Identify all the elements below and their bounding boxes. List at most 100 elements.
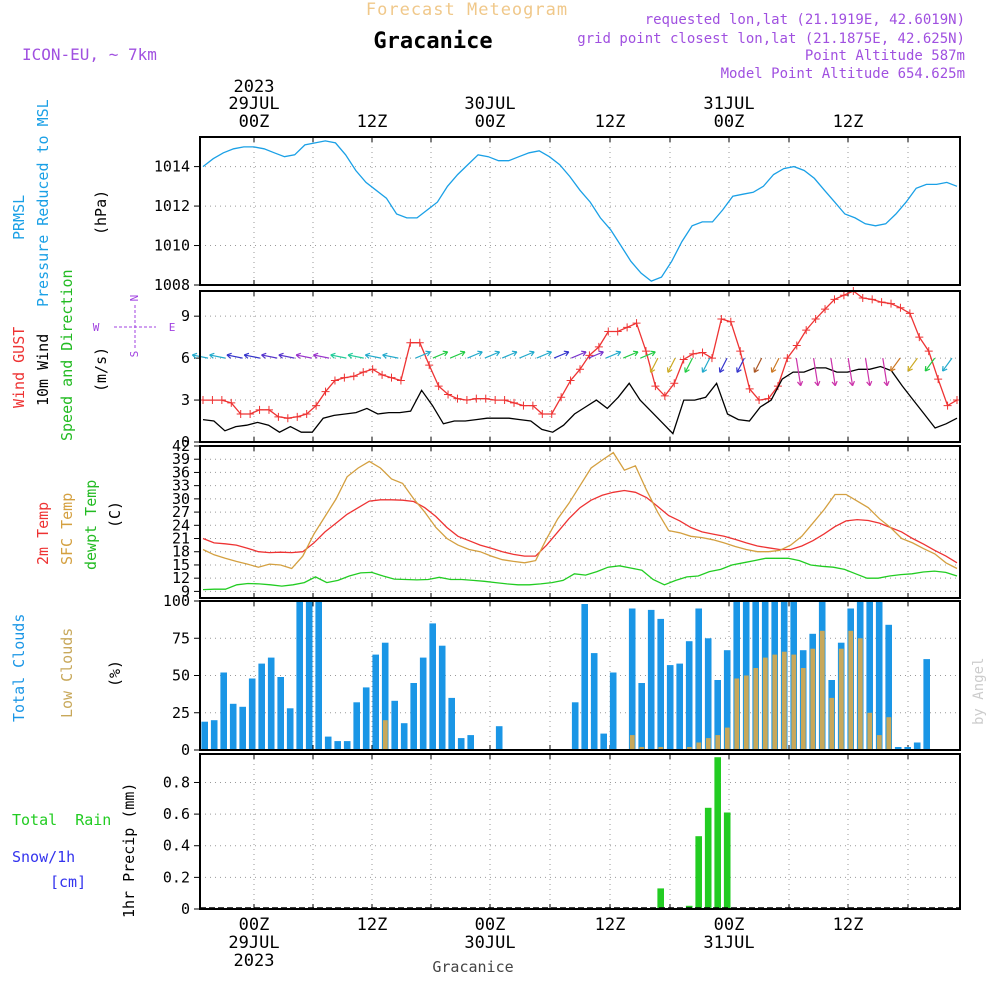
bar-1hr-precip (657, 888, 664, 909)
gust-point (227, 398, 236, 407)
wind-arrow-head (209, 352, 215, 359)
gust-point (698, 348, 707, 357)
gust-point (745, 384, 754, 393)
gust-point (283, 414, 292, 423)
gust-point (641, 347, 650, 356)
series-2m-temp (202, 489, 958, 564)
bar-total-clouds (201, 721, 208, 750)
wind-arrow (209, 354, 226, 359)
wind-arrow-head (477, 350, 483, 357)
series-sfc-temp (202, 451, 958, 570)
top-tick-5: 12Z (833, 112, 864, 132)
bar-total-clouds (676, 663, 683, 750)
gust-point (943, 401, 952, 410)
panel-frame (199, 290, 961, 443)
ytick-label: 0 (181, 900, 190, 918)
bar-total-clouds (590, 653, 598, 750)
gust-point (255, 405, 264, 414)
bar-low-clouds (696, 742, 702, 750)
ytick-label: 21 (172, 530, 190, 548)
gust-point (783, 354, 792, 363)
wind-arrow (415, 351, 431, 359)
compass-e: E (169, 321, 176, 334)
gust-point (679, 355, 688, 364)
bar-total-clouds (248, 678, 256, 750)
sfc-temp-label: SFC Temp (58, 493, 76, 565)
bar-low-clouds (629, 735, 635, 750)
gust-point (500, 396, 509, 405)
ytick-label: 30 (172, 490, 190, 508)
credit-watermark: by Angel (971, 658, 987, 725)
model-label: ICON-EU, ~ 7km (22, 45, 157, 64)
bar-low-clouds (876, 735, 882, 750)
precip-axis-label: 1hr Precip (mm) (120, 783, 138, 918)
location-name: Gracanice (373, 29, 492, 54)
wind-arrow (864, 358, 871, 386)
wind-arrow-head (753, 367, 759, 373)
ytick-label: 0.8 (163, 773, 190, 791)
bar-total-clouds (286, 708, 294, 750)
gust-point (330, 376, 339, 385)
wind-arrow-head (770, 367, 777, 373)
panel-wind: 0 3 6 9 (181, 287, 961, 451)
wind-arrow (330, 354, 347, 359)
panel-frame (199, 600, 961, 751)
bar-total-clouds (220, 672, 227, 750)
bar-total-clouds (343, 741, 351, 750)
top-date-2: 30JUL (464, 94, 515, 114)
snow-label: Snow/1h (12, 848, 75, 866)
gust-point (208, 396, 217, 405)
ytick-label: 1008 (154, 276, 190, 294)
wind-arrow (882, 358, 888, 386)
top-tick-0: 00Z (239, 112, 270, 132)
gust-point (236, 410, 245, 419)
ytick-label: 75 (172, 629, 190, 647)
wind-arrow-head (684, 367, 690, 373)
wind-arrow (432, 351, 448, 359)
total-clouds-label: Total Clouds (10, 614, 28, 722)
gust-point (887, 299, 896, 308)
bar-total-clouds (391, 700, 398, 750)
top-tick-3: 12Z (595, 112, 626, 132)
wind-arrow-head (563, 350, 570, 357)
gust-point (839, 291, 848, 300)
bottom-tick-2: 00Z (475, 915, 506, 935)
bar-low-clouds (743, 675, 749, 750)
bar-1hr-precip (704, 807, 712, 909)
wind-arrow (571, 351, 587, 359)
wind-arrow-head (295, 352, 302, 359)
gust-point (877, 298, 886, 307)
bottom-date-3: 31JUL (703, 933, 754, 953)
gust-point (444, 390, 453, 399)
bottom-tick-5: 12Z (833, 915, 864, 935)
gust-point (472, 394, 481, 403)
wind-arrow (467, 351, 483, 359)
gust-point (396, 376, 405, 385)
top-tick-4: 00Z (714, 112, 745, 132)
gust-point (924, 347, 933, 356)
gust-point (755, 396, 764, 405)
wind-arrow (261, 354, 278, 359)
ytick-label: 9 (181, 307, 190, 325)
gust-point (491, 396, 500, 405)
bar-low-clouds (686, 747, 692, 750)
bottom-tick-3: 12Z (595, 915, 626, 935)
gust-point (519, 401, 528, 410)
wind-arrow-head (364, 352, 371, 359)
wind-arrow (382, 354, 399, 359)
wind-arrow-head (632, 350, 639, 357)
gust-label: Wind GUST (10, 327, 28, 408)
top-date-3: 31JUL (703, 94, 754, 114)
wind-arrow (847, 358, 854, 386)
bar-total-clouds (875, 601, 883, 750)
gust-point (481, 394, 490, 403)
bar-total-clouds (666, 665, 674, 750)
ytick-label: 0.4 (163, 837, 190, 855)
gust-point (434, 382, 443, 391)
ytick-label: 12 (172, 569, 190, 587)
wind-arrow (623, 351, 639, 359)
gust-point (858, 293, 867, 302)
gust-point (321, 387, 330, 396)
bar-low-clouds (781, 651, 787, 750)
